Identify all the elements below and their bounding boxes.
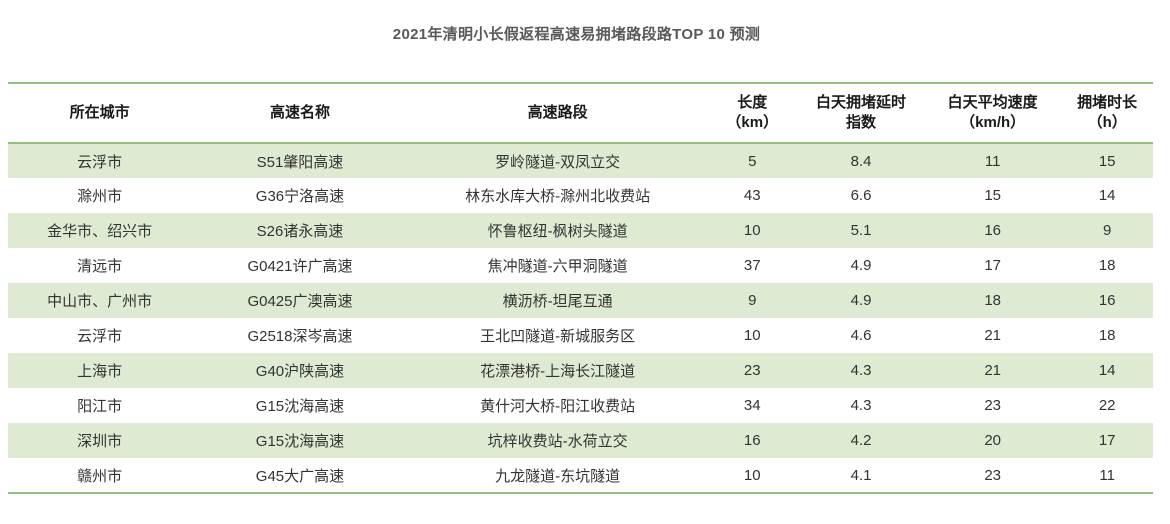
table-cell: 18 xyxy=(1098,327,1116,344)
table-cell: 阳江市 xyxy=(77,398,123,415)
table-cell: 横沥桥-坦尾互通 xyxy=(408,283,707,318)
table-cell: G0425广澳高速 xyxy=(191,283,409,318)
table-row: 云浮市 G2518深岑高速 王北凹隧道-新城服务区 10 4.6 21 18 xyxy=(8,318,1153,353)
table-cell: 5.1 xyxy=(798,213,924,248)
table-row: 云浮市 S51肇阳高速 罗岭隧道-双凤立交 5 8.4 11 15 xyxy=(8,143,1153,178)
table-cell: 中山市、广州市 xyxy=(8,283,192,318)
table-cell: 4.3 xyxy=(850,397,872,414)
table-cell: 23 xyxy=(984,397,1001,414)
table-cell: 清远市 xyxy=(77,258,123,275)
table-cell: 云浮市 xyxy=(8,143,192,178)
table-cell: G40沪陕高速 xyxy=(191,353,409,388)
table-body: 云浮市 S51肇阳高速 罗岭隧道-双凤立交 5 8.4 11 15 滁州市 G36宁洛高速 林东水… xyxy=(8,143,1153,493)
table-cell: 37 xyxy=(743,257,761,274)
table-cell: 4.9 xyxy=(850,257,872,274)
table-cell: 4.6 xyxy=(850,327,872,344)
table-cell: 17 xyxy=(984,257,1001,274)
table-row: 中山市、广州市 G0425广澳高速 横沥桥-坦尾互通 9 4.9 18 16 xyxy=(8,283,1153,318)
table-cell: 云浮市 xyxy=(77,328,123,345)
table-cell: 怀鲁枢纽-枫树头隧道 xyxy=(408,213,707,248)
table-cell: 焦冲隧道-六甲洞隧道 xyxy=(487,258,628,275)
table-cell: 4.9 xyxy=(798,283,924,318)
table-cell: 赣州市 xyxy=(77,467,123,485)
table-cell: 23 xyxy=(984,466,1001,484)
table-cell: 18 xyxy=(923,283,1062,318)
table-cell: 9 xyxy=(1061,213,1153,248)
table-row: 滁州市 G36宁洛高速 林东水库大桥-滁州北收费站 43 6.6 15 14 xyxy=(8,178,1153,213)
table-cell: 王北凹隧道-新城服务区 xyxy=(480,328,636,345)
table-cell: G15沈海高速 xyxy=(255,398,345,415)
table-cell: 林东水库大桥-滁州北收费站 xyxy=(465,188,651,205)
congestion-table: 所在城市 高速名称 高速路段 长度 （km） 白天拥堵延时 指数 白天平均速度 … xyxy=(8,82,1153,494)
table-cell: 34 xyxy=(743,397,761,414)
table-row: 深圳市 G15沈海高速 坑梓收费站-水荷立交 16 4.2 20 17 xyxy=(8,423,1153,458)
col-header-city: 所在城市 xyxy=(8,83,192,144)
table-row: 阳江市 G15沈海高速 黄什河大桥-阳江收费站 34 4.3 23 22 xyxy=(8,388,1153,423)
table-cell: 43 xyxy=(743,187,761,204)
table-cell: G15沈海高速 xyxy=(191,423,409,458)
table-header-row: 所在城市 高速名称 高速路段 长度 （km） 白天拥堵延时 指数 白天平均速度 … xyxy=(8,83,1153,144)
table-cell: 18 xyxy=(1098,257,1116,274)
col-header-daytime-avg-speed: 白天平均速度 （km/h） xyxy=(923,83,1062,144)
table-cell: S26诸永高速 xyxy=(191,213,409,248)
table-cell: 20 xyxy=(923,423,1062,458)
table-cell: 16 xyxy=(706,423,799,458)
table-row: 清远市 G0421许广高速 焦冲隧道-六甲洞隧道 37 4.9 17 18 xyxy=(8,248,1153,283)
table-cell: 4.2 xyxy=(798,423,924,458)
table-cell: 14 xyxy=(1061,353,1153,388)
table-cell: 6.6 xyxy=(850,187,872,204)
table-row: 金华市、绍兴市 S26诸永高速 怀鲁枢纽-枫树头隧道 10 5.1 16 9 xyxy=(8,213,1153,248)
page-title: 2021年清明小长假返程高速易拥堵路段路TOP 10 预测 xyxy=(392,26,761,43)
table-cell: 21 xyxy=(984,327,1001,344)
table-cell: G36宁洛高速 xyxy=(255,188,345,205)
col-header-length-km: 长度 （km） xyxy=(706,83,799,144)
table-cell: 11 xyxy=(923,143,1062,178)
table-cell: 17 xyxy=(1061,423,1153,458)
table-cell: 罗岭隧道-双凤立交 xyxy=(408,143,707,178)
table-cell: 16 xyxy=(923,213,1062,248)
table-cell: 15 xyxy=(984,187,1001,204)
table-cell: 21 xyxy=(923,353,1062,388)
table-cell: 坑梓收费站-水荷立交 xyxy=(408,423,707,458)
table-cell: 9 xyxy=(706,283,799,318)
table-cell: 5 xyxy=(706,143,799,178)
table-cell: 上海市 xyxy=(8,353,192,388)
table-cell: 滁州市 xyxy=(77,188,123,205)
table-cell: 10 xyxy=(743,466,761,484)
table-cell: S51肇阳高速 xyxy=(191,143,409,178)
table-cell: 22 xyxy=(1098,397,1116,414)
table-cell: 10 xyxy=(743,327,761,344)
table-cell: 花漂港桥-上海长江隧道 xyxy=(408,353,707,388)
table-cell: 15 xyxy=(1061,143,1153,178)
col-header-highway-name: 高速名称 xyxy=(191,83,409,144)
table-row: 上海市 G40沪陕高速 花漂港桥-上海长江隧道 23 4.3 21 14 xyxy=(8,353,1153,388)
table-cell: 10 xyxy=(706,213,799,248)
table-row: 赣州市 G45大广高速 九龙隧道-东坑隧道 10 4.1 23 11 xyxy=(8,458,1153,493)
table-cell: G0421许广高速 xyxy=(247,258,353,275)
table-cell: G45大广高速 xyxy=(255,467,345,485)
table-cell: 黄什河大桥-阳江收费站 xyxy=(480,398,636,415)
table-cell: 14 xyxy=(1098,187,1116,204)
table-cell: 金华市、绍兴市 xyxy=(8,213,192,248)
table-cell: 11 xyxy=(1099,466,1115,484)
table-cell: 九龙隧道-东坑隧道 xyxy=(495,467,621,485)
table-cell: 4.3 xyxy=(798,353,924,388)
table-cell: 4.1 xyxy=(850,466,872,484)
col-header-congestion-duration: 拥堵时长 （h） xyxy=(1061,83,1153,144)
table-cell: G2518深岑高速 xyxy=(247,328,353,345)
col-header-highway-section: 高速路段 xyxy=(408,83,707,144)
col-header-daytime-delay-index: 白天拥堵延时 指数 xyxy=(798,83,924,144)
table-cell: 深圳市 xyxy=(8,423,192,458)
table-cell: 23 xyxy=(706,353,799,388)
table-cell: 8.4 xyxy=(798,143,924,178)
table-cell: 16 xyxy=(1061,283,1153,318)
